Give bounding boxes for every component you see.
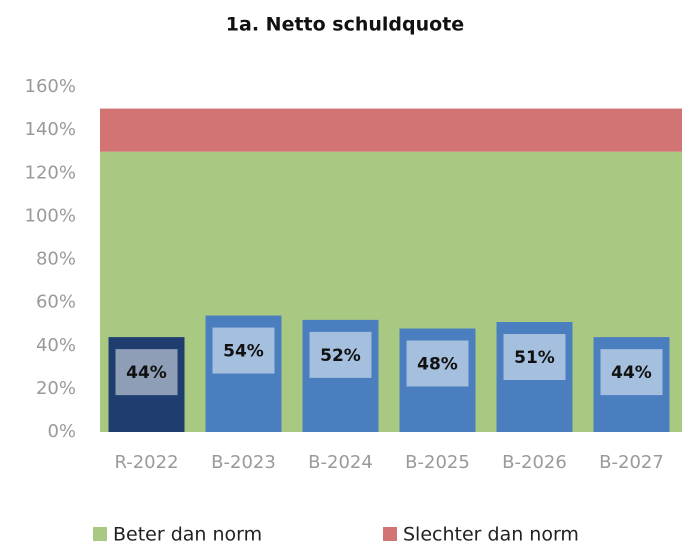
x-tick-label: R-2022 [114,452,178,473]
x-tick-label: B-2023 [211,452,276,473]
value-label-box [115,349,178,396]
norm-band [100,108,682,152]
value-label: 52% [320,346,361,366]
legend-swatch [383,527,397,541]
legend-label: Beter dan norm [113,524,262,546]
value-label: 48% [417,355,458,375]
y-tick-label: 80% [36,249,76,270]
y-tick-label: 100% [25,205,76,226]
y-tick-label: 160% [25,76,76,97]
legend-label: Slechter dan norm [403,524,579,546]
value-label: 44% [126,363,167,383]
value-label-box [600,349,663,396]
y-tick-label: 120% [25,162,76,183]
value-label-box [406,340,469,387]
y-tick-label: 0% [47,421,76,442]
y-tick-label: 140% [25,119,76,140]
y-tick-label: 60% [36,292,76,313]
y-tick-label: 20% [36,378,76,399]
legend-swatch [93,527,107,541]
value-label-box [212,327,275,374]
value-label: 54% [223,342,264,362]
value-label: 44% [611,363,652,383]
value-label-box [309,331,372,378]
x-tick-label: B-2025 [405,452,470,473]
value-label-box [503,334,566,381]
y-tick-label: 40% [36,335,76,356]
value-label: 51% [514,348,555,368]
chart-title: 1a. Netto schuldquote [226,14,464,36]
x-tick-label: B-2024 [308,452,373,473]
x-tick-label: B-2026 [502,452,567,473]
norm-band [100,151,682,432]
x-tick-label: B-2027 [599,452,664,473]
